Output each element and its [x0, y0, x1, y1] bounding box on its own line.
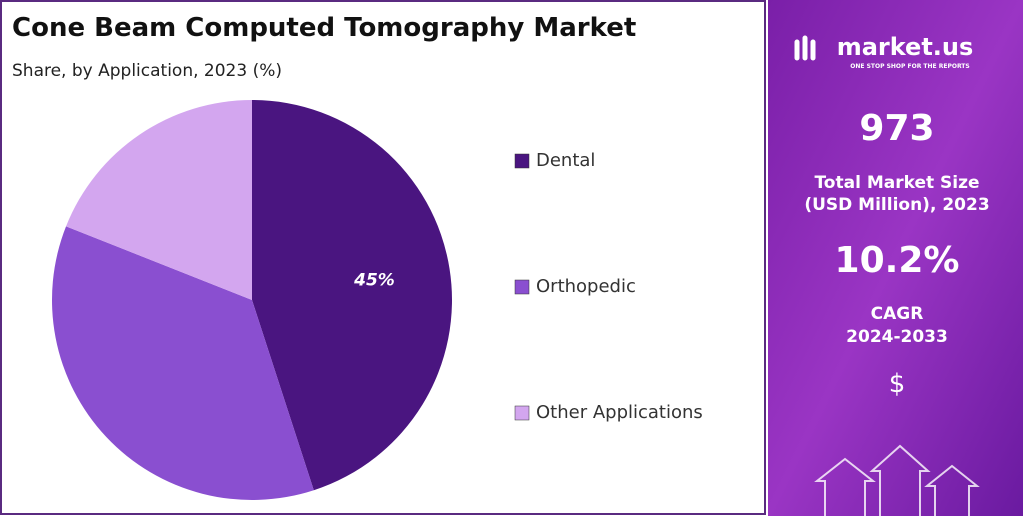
- market-size: 973: [859, 108, 934, 149]
- pie-slice: [51, 226, 314, 501]
- value-label: 45%: [353, 271, 395, 291]
- legend-swatch: [514, 279, 530, 295]
- arrows: [814, 444, 980, 516]
- cagr-label: CAGR: [871, 304, 924, 324]
- cagr-label: 2024-2033: [846, 327, 948, 347]
- chart-subtitle: Share, by Application, 2023 (%): [12, 61, 282, 81]
- pie-slice: [252, 100, 452, 491]
- legend-swatch: [514, 153, 530, 169]
- logo: [794, 35, 816, 61]
- legend-label: Orthopedic: [536, 276, 636, 297]
- pie-slice: [66, 100, 252, 300]
- brand: market.us: [837, 33, 974, 61]
- cagr: 10.2%: [835, 240, 960, 281]
- legend-swatch: [514, 405, 530, 421]
- market-size-label: (USD Million), 2023: [804, 195, 989, 215]
- currency: $: [889, 369, 906, 399]
- legend-label: Dental: [536, 150, 595, 171]
- chart-title: Cone Beam Computed Tomography Market: [12, 13, 636, 43]
- tagline: ONE STOP SHOP FOR THE REPORTS: [850, 63, 969, 70]
- legend-label: Other Applications: [536, 402, 703, 423]
- sidebar: [768, 0, 1023, 516]
- market-size-label: Total Market Size: [814, 173, 979, 193]
